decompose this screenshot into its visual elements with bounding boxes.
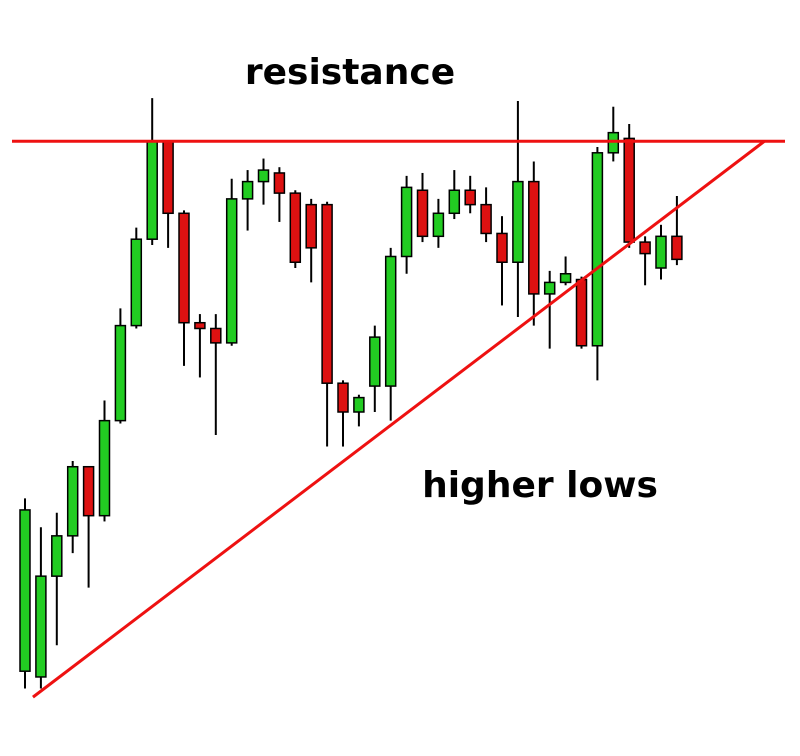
candle — [384, 247, 397, 421]
candle-body-up — [225, 198, 238, 344]
candle — [194, 314, 206, 378]
candle — [82, 465, 95, 588]
candle — [337, 380, 349, 447]
candle-body-down — [623, 137, 635, 243]
candle-body-down — [496, 232, 508, 263]
candle-body-down — [528, 180, 540, 295]
candle — [432, 198, 445, 248]
candle-body-down — [671, 235, 683, 261]
higher-lows-label: higher lows — [422, 465, 658, 506]
candle — [543, 270, 556, 349]
candle — [114, 308, 127, 424]
candle-body-down — [480, 203, 492, 235]
candle — [146, 98, 158, 245]
candle-body-up — [448, 189, 461, 215]
higher-lows-trendline — [32, 140, 766, 699]
candle-body-down — [464, 189, 476, 206]
candle — [257, 158, 270, 205]
candle — [369, 325, 381, 412]
candle — [623, 124, 635, 248]
candle — [512, 100, 524, 317]
candle — [353, 394, 365, 427]
candle-body-up — [51, 535, 63, 577]
candle-body-up — [512, 180, 524, 263]
candle-body-up — [146, 140, 158, 240]
candle-body-down — [194, 321, 206, 330]
candle — [19, 498, 31, 689]
candle-body-up — [66, 465, 79, 537]
candle — [416, 172, 429, 243]
candle-body-down — [273, 172, 286, 194]
candle-body-up — [257, 169, 270, 183]
candle — [448, 170, 461, 220]
candle-body-down — [178, 212, 190, 324]
candle-body-up — [98, 419, 111, 517]
candle-body-up — [655, 235, 667, 269]
candle — [575, 276, 588, 349]
candle-body-up — [384, 255, 397, 387]
candle — [289, 190, 302, 268]
candle — [591, 147, 604, 381]
candle — [464, 175, 476, 214]
candle-body-up — [400, 186, 413, 258]
candle — [51, 512, 63, 646]
candle — [528, 161, 540, 326]
candle — [225, 178, 238, 346]
candle — [162, 140, 174, 248]
candle-body-down — [162, 140, 174, 215]
candle — [98, 400, 111, 522]
candle-body-up — [432, 212, 445, 238]
candle — [321, 201, 333, 447]
candle-body-down — [337, 382, 349, 413]
candle-body-up — [130, 238, 143, 327]
candle — [305, 198, 317, 283]
candles-layer — [19, 98, 683, 689]
candle-body-down — [575, 278, 588, 347]
candle-body-down — [82, 465, 95, 517]
candle-body-up — [543, 281, 556, 295]
candle — [178, 210, 190, 366]
candle — [480, 187, 492, 243]
candle-body-down — [289, 192, 302, 263]
candle — [35, 527, 47, 689]
candle — [130, 227, 143, 329]
candle-body-up — [19, 509, 31, 672]
candle-body-up — [114, 324, 127, 422]
candle — [639, 236, 651, 286]
candle-body-up — [353, 396, 365, 413]
candle — [496, 216, 508, 306]
candle-body-down — [305, 203, 317, 249]
resistance-label: resistance — [245, 52, 455, 93]
candle-body-up — [35, 575, 47, 678]
candle-body-down — [416, 189, 429, 238]
candle-body-up — [369, 336, 381, 387]
candle — [273, 167, 286, 222]
candle — [210, 314, 222, 436]
candle — [607, 106, 620, 162]
candle-body-down — [321, 203, 333, 384]
candle — [241, 170, 254, 231]
candle — [66, 460, 79, 554]
candle-body-up — [559, 273, 572, 284]
candle-body-down — [210, 327, 222, 344]
candle-body-up — [241, 180, 254, 200]
candle-body-up — [591, 152, 604, 347]
candle — [400, 175, 413, 274]
candle — [559, 256, 572, 286]
candle — [655, 224, 667, 280]
candle-body-down — [639, 241, 651, 255]
